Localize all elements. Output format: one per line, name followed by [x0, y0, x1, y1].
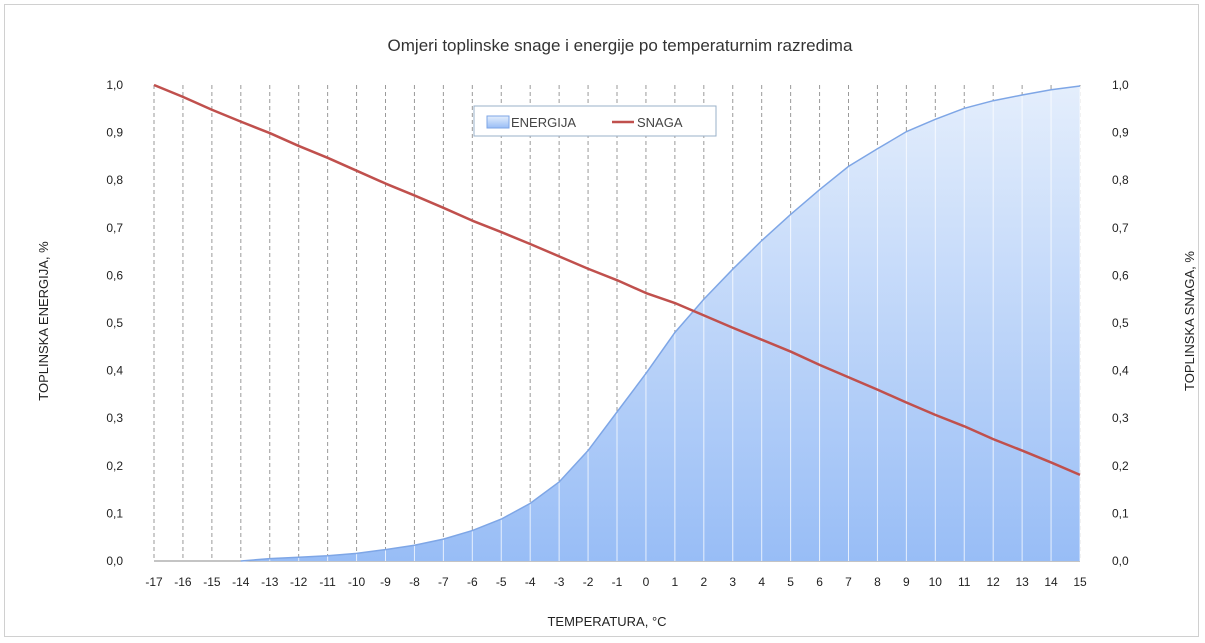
x-axis-title: TEMPERATURA, °C: [547, 614, 666, 629]
x-tick-label: -13: [261, 575, 279, 589]
y-left-tick-label: 0,7: [106, 221, 123, 235]
x-tick-label: -11: [319, 575, 336, 589]
y-right-tick-label: 0,9: [1112, 126, 1129, 140]
x-tick-label: -1: [612, 575, 623, 589]
x-tick-label: 4: [758, 575, 765, 589]
x-tick-label: -12: [290, 575, 308, 589]
x-tick-label: 6: [816, 575, 823, 589]
y-right-tick-label: 1,0: [1112, 78, 1129, 92]
y-right-tick-label: 0,8: [1112, 173, 1129, 187]
x-tick-label: -9: [380, 575, 391, 589]
x-tick-label: -3: [554, 575, 565, 589]
x-tick-label: 8: [874, 575, 881, 589]
x-tick-label: -8: [409, 575, 420, 589]
y-left-tick-label: 0,3: [106, 411, 123, 425]
x-tick-label: 1: [672, 575, 679, 589]
x-tick-label: 12: [987, 575, 1001, 589]
y-left-tick-label: 0,9: [106, 126, 123, 140]
x-axis-ticks: -17 -16 -15 -14 -13 -12 -11 -10 -9 -8 -7 -6 -5 -4 -3 -2…: [145, 575, 1087, 589]
x-tick-label: -17: [145, 575, 163, 589]
snaga-line: [153, 83, 1081, 476]
x-tick-label: 3: [729, 575, 736, 589]
x-tick-label: -14: [232, 575, 250, 589]
y-left-tick-label: 1,0: [106, 78, 123, 92]
y-right-tick-label: 0,6: [1112, 268, 1129, 282]
x-tick-label: 9: [903, 575, 910, 589]
y-left-tick-label: 0,4: [106, 364, 123, 378]
x-tick-label: -6: [467, 575, 478, 589]
y-right-tick-label: 0,3: [1112, 411, 1129, 425]
x-tick-label: 7: [845, 575, 852, 589]
x-tick-label: 11: [958, 575, 971, 589]
energija-outline: [240, 85, 1081, 562]
right-axis-ticks: 0,0 0,1 0,2 0,3 0,4 0,5 0,6 0,7 0,8 0,9 1,0: [1112, 78, 1129, 568]
y-axis-right-title: TOPLINSKA SNAGA, %: [1182, 251, 1197, 391]
x-tick-label: -2: [583, 575, 594, 589]
y-right-tick-label: 0,2: [1112, 459, 1129, 473]
x-tick-label: -16: [174, 575, 192, 589]
y-right-tick-label: 0,0: [1112, 554, 1129, 568]
energija-area-layer: [240, 85, 1081, 562]
legend: ENERGIJA SNAGA: [473, 105, 717, 137]
x-tick-label: 5: [787, 575, 794, 589]
y-left-tick-label: 0,5: [106, 316, 123, 330]
x-tick-label: -7: [438, 575, 449, 589]
y-left-tick-label: 0,0: [106, 554, 123, 568]
x-tick-label: 14: [1044, 575, 1058, 589]
legend-box: [473, 105, 717, 137]
legend-snaga-label: SNAGA: [637, 115, 683, 130]
x-tick-label: -15: [203, 575, 221, 589]
y-axis-left-title: TOPLINSKA ENERGIJA, %: [36, 241, 51, 401]
y-right-tick-label: 0,5: [1112, 316, 1129, 330]
y-left-tick-label: 0,1: [106, 506, 123, 520]
snaga-line-layer: [153, 83, 1081, 476]
x-tick-label: 13: [1015, 575, 1029, 589]
chart-title: Omjeri toplinske snage i energije po tem…: [388, 36, 853, 55]
x-tick-label: 2: [700, 575, 707, 589]
x-tick-label: 15: [1073, 575, 1087, 589]
energija-area: [240, 85, 1080, 562]
x-tick-label: 0: [643, 575, 650, 589]
y-left-tick-label: 0,6: [106, 268, 123, 282]
y-right-tick-label: 0,7: [1112, 221, 1129, 235]
legend-energija-label: ENERGIJA: [511, 115, 576, 130]
left-axis-ticks: 0,0 0,1 0,2 0,3 0,4 0,5 0,6 0,7 0,8 0,9 1,0: [106, 78, 123, 568]
x-tick-label: -5: [496, 575, 507, 589]
legend-energija-swatch: [486, 115, 510, 129]
x-tick-label: 10: [929, 575, 943, 589]
x-tick-label: -4: [525, 575, 536, 589]
y-right-tick-label: 0,4: [1112, 364, 1129, 378]
x-tick-label: -10: [348, 575, 366, 589]
y-left-tick-label: 0,2: [106, 459, 123, 473]
y-right-tick-label: 0,1: [1112, 506, 1129, 520]
y-left-tick-label: 0,8: [106, 173, 123, 187]
